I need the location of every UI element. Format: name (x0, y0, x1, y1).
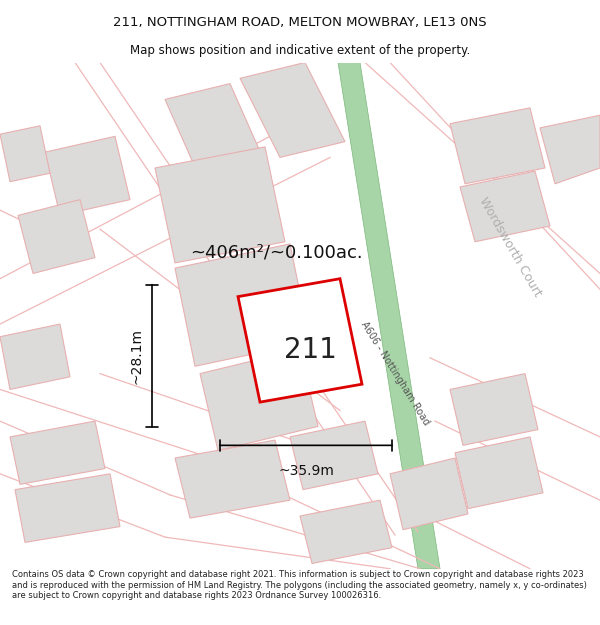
Polygon shape (175, 440, 290, 518)
Polygon shape (455, 437, 543, 509)
Text: 211, NOTTINGHAM ROAD, MELTON MOWBRAY, LE13 0NS: 211, NOTTINGHAM ROAD, MELTON MOWBRAY, LE… (113, 16, 487, 29)
Polygon shape (238, 279, 362, 402)
Text: 211: 211 (284, 336, 337, 364)
Polygon shape (155, 147, 285, 263)
Polygon shape (460, 171, 550, 242)
Polygon shape (450, 374, 538, 446)
Text: Wordsworth Court: Wordsworth Court (476, 195, 544, 299)
Text: A606 - Nottingham Road: A606 - Nottingham Road (359, 320, 431, 428)
Text: ~35.9m: ~35.9m (278, 464, 334, 478)
Polygon shape (45, 136, 130, 216)
Polygon shape (15, 474, 120, 542)
Polygon shape (290, 421, 378, 489)
Polygon shape (0, 126, 50, 182)
Polygon shape (300, 500, 392, 564)
Polygon shape (338, 62, 440, 569)
Text: ~406m²/~0.100ac.: ~406m²/~0.100ac. (190, 243, 362, 261)
Polygon shape (0, 324, 70, 389)
Polygon shape (200, 349, 318, 451)
Text: ~28.1m: ~28.1m (130, 328, 144, 384)
Polygon shape (240, 62, 345, 158)
Polygon shape (390, 458, 468, 530)
Polygon shape (450, 108, 545, 184)
Polygon shape (10, 421, 105, 484)
Polygon shape (540, 115, 600, 184)
Polygon shape (18, 199, 95, 274)
Polygon shape (165, 84, 265, 179)
Text: Contains OS data © Crown copyright and database right 2021. This information is : Contains OS data © Crown copyright and d… (12, 571, 587, 600)
Polygon shape (175, 244, 310, 366)
Text: Map shows position and indicative extent of the property.: Map shows position and indicative extent… (130, 44, 470, 57)
